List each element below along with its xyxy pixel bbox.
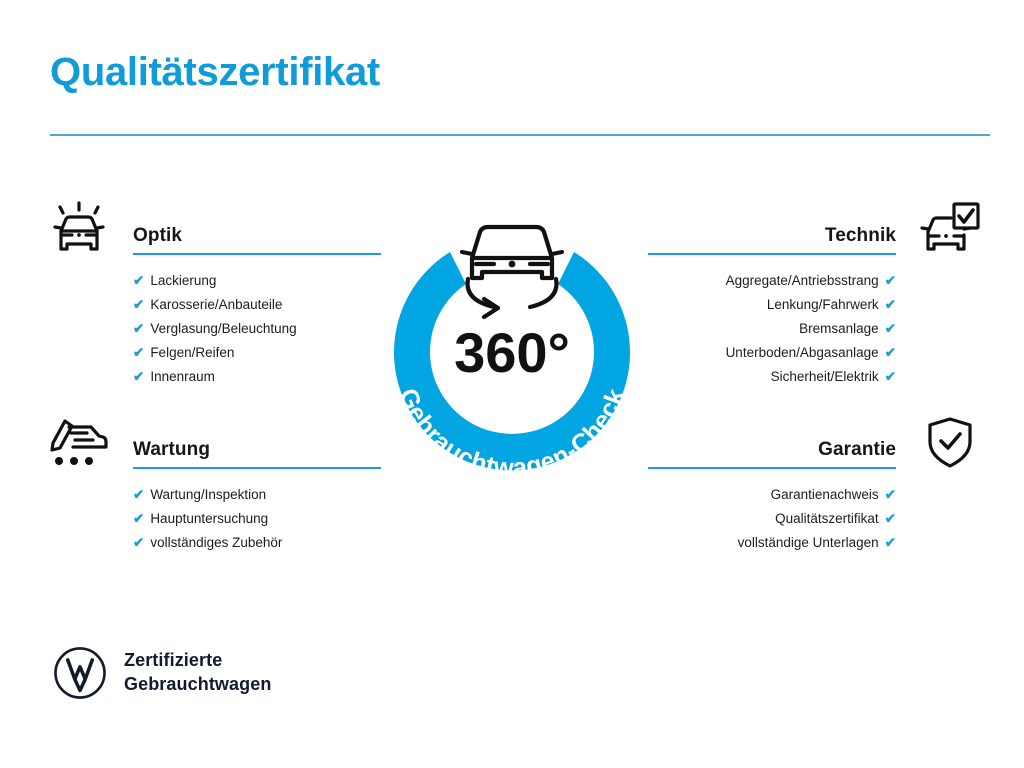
list-item: Unterboden/Abgasanlage ✔: [674, 341, 896, 365]
list-item: ✔ Lackierung: [133, 269, 395, 293]
list-item-label: Garantienachweis: [770, 487, 879, 502]
list-item: ✔ Innenraum: [133, 365, 395, 389]
section-wartung-rule: [133, 467, 381, 469]
list-item-label: Aggregate/Antriebsstrang: [725, 273, 879, 288]
check-icon: ✔: [884, 369, 896, 384]
badge-ring: [394, 252, 630, 471]
list-item-label: Verglasung/Beleuchtung: [150, 321, 297, 336]
section-garantie-list: Garantienachweis ✔ Qualitätszertifikat ✔ v…: [634, 475, 984, 555]
section-garantie-head: Garantie: [634, 419, 984, 475]
car-shine-icon: [47, 199, 111, 259]
footer-brand-text: Zertifizierte Gebrauchtwagen: [124, 649, 271, 697]
shield-check-icon: [918, 413, 982, 473]
check-icon: ✔: [133, 273, 145, 288]
list-item: Sicherheit/Elektrik ✔: [674, 365, 896, 389]
column-left: Optik ✔ Lackierung ✔ Karosserie/Anbauteile…: [45, 201, 395, 555]
list-item: Garantienachweis ✔: [674, 483, 896, 507]
check-icon: ✔: [884, 487, 896, 502]
badge-center-label: 360°: [454, 321, 570, 384]
section-technik-list: Aggregate/Antriebsstrang ✔ Lenkung/Fahrwe…: [634, 261, 984, 389]
list-item-label: Lenkung/Fahrwerk: [766, 297, 879, 312]
section-wartung-list: ✔ Wartung/Inspektion ✔ Hauptuntersuchung ✔…: [45, 475, 395, 555]
list-item-label: Wartung/Inspektion: [150, 487, 267, 502]
section-technik-rule: [648, 253, 896, 255]
footer-line-2: Gebrauchtwagen: [124, 674, 272, 694]
car-service-pen-icon: [47, 413, 111, 473]
check-icon: ✔: [133, 487, 145, 502]
section-wartung-title: Wartung: [133, 439, 211, 460]
list-item: vollständige Unterlagen ✔: [674, 531, 896, 555]
section-garantie: Garantie Garantienachweis ✔ Qualitätszert…: [634, 417, 984, 555]
list-item: ✔ Karosserie/Anbauteile: [133, 293, 395, 317]
check-icon: ✔: [884, 511, 896, 526]
list-item: ✔ vollständiges Zubehör: [133, 531, 395, 555]
check-icon: ✔: [133, 297, 145, 312]
list-item: ✔ Hauptuntersuchung: [133, 507, 395, 531]
list-item: ✔ Wartung/Inspektion: [133, 483, 395, 507]
check-icon: ✔: [884, 273, 896, 288]
page-title: Qualitätszertifikat: [50, 50, 380, 94]
list-item-label: Lackierung: [150, 273, 217, 288]
check-icon: ✔: [133, 535, 145, 550]
list-item-label: Innenraum: [150, 369, 215, 384]
header-divider: [50, 134, 990, 136]
list-item: ✔ Verglasung/Beleuchtung: [133, 317, 395, 341]
list-item-label: Felgen/Reifen: [150, 345, 235, 360]
check-icon: ✔: [133, 511, 145, 526]
section-optik: Optik ✔ Lackierung ✔ Karosserie/Anbauteile…: [45, 201, 395, 389]
list-item-label: Sicherheit/Elektrik: [770, 369, 879, 384]
section-optik-rule: [133, 253, 381, 255]
list-item-label: Bremsanlage: [799, 321, 879, 336]
section-optik-head: Optik: [45, 205, 395, 261]
list-item-label: Unterboden/Abgasanlage: [725, 345, 879, 360]
check-icon: ✔: [884, 535, 896, 550]
section-technik-head: Technik: [634, 205, 984, 261]
list-item: ✔ Felgen/Reifen: [133, 341, 395, 365]
list-item: Qualitätszertifikat ✔: [674, 507, 896, 531]
section-garantie-title: Garantie: [818, 439, 896, 460]
section-garantie-rule: [648, 467, 896, 469]
section-optik-list: ✔ Lackierung ✔ Karosserie/Anbauteile ✔ Verg…: [45, 261, 395, 389]
section-technik-title: Technik: [824, 225, 896, 246]
vw-logo-icon: [52, 645, 108, 701]
list-item-label: Karosserie/Anbauteile: [150, 297, 283, 312]
list-item-label: vollständiges Zubehör: [150, 535, 283, 550]
badge-360-gebrauchtwagen-check: Gebrauchtwagen-Check 360°: [372, 196, 652, 496]
section-technik: Technik Aggregate/Antriebsstrang ✔ Lenkun…: [634, 202, 984, 389]
check-icon: ✔: [884, 345, 896, 360]
check-icon: ✔: [133, 345, 145, 360]
footer-line-1: Zertifizierte: [124, 650, 223, 671]
section-optik-title: Optik: [133, 225, 183, 246]
check-icon: ✔: [884, 297, 896, 312]
list-item-label: Hauptuntersuchung: [150, 511, 269, 526]
list-item: Bremsanlage ✔: [674, 317, 896, 341]
list-item-label: Qualitätszertifikat: [775, 511, 879, 526]
check-icon: ✔: [133, 369, 145, 384]
car-checkbox-icon: [918, 199, 982, 259]
car-rotate-icon: [459, 224, 565, 320]
list-item-label: vollständige Unterlagen: [737, 535, 879, 550]
list-item: Lenkung/Fahrwerk ✔: [674, 293, 896, 317]
section-wartung-head: Wartung: [45, 419, 395, 475]
check-icon: ✔: [133, 321, 145, 336]
check-icon: ✔: [884, 321, 896, 336]
column-right: Technik Aggregate/Antriebsstrang ✔ Lenkun…: [634, 202, 984, 555]
footer-brand: Zertifizierte Gebrauchtwagen: [52, 645, 271, 701]
list-item: Aggregate/Antriebsstrang ✔: [674, 269, 896, 293]
section-wartung: Wartung ✔ Wartung/Inspektion ✔ Hauptunters…: [45, 419, 395, 555]
